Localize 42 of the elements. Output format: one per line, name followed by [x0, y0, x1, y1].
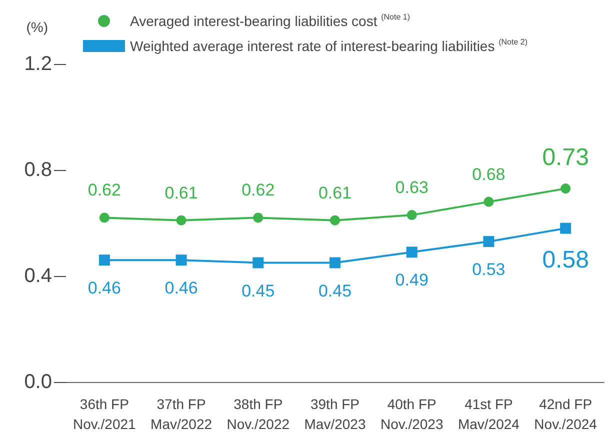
data-label: 0.45	[318, 281, 352, 300]
data-label: 0.53	[472, 260, 506, 280]
y-tick-label: 1.2	[24, 53, 52, 75]
y-tick-label: 0.4	[24, 265, 52, 287]
point	[484, 196, 494, 207]
y-axis-title: (%)	[26, 19, 48, 35]
data-label: 0.73	[542, 144, 589, 172]
point	[560, 184, 571, 194]
x-tick-label: 40th FP Nov./2023	[380, 396, 444, 432]
data-label: 0.62	[242, 180, 275, 200]
x-tick-label: 42nd FP Nov./2024	[534, 396, 598, 432]
point	[176, 215, 186, 226]
point	[330, 215, 340, 226]
data-label: 0.46	[88, 278, 121, 298]
y-tick-label: 0.0	[24, 371, 52, 393]
x-tick-label: 39th FP Mav/2023	[304, 396, 366, 432]
point	[406, 246, 418, 258]
data-label: 0.62	[88, 180, 121, 200]
point	[253, 212, 264, 223]
data-label: 0.61	[164, 183, 198, 202]
data-label: 0.49	[395, 270, 428, 290]
data-label: 0.61	[318, 183, 352, 202]
x-tick-label: 38th FP Nov./2022	[226, 396, 290, 432]
point	[330, 257, 340, 268]
x-tick-label: 41st FP Mav/2024	[458, 396, 520, 432]
point	[98, 254, 110, 266]
x-tick-label: 37th FP Mav/2022	[150, 396, 212, 432]
data-label: 0.68	[472, 164, 506, 184]
point	[176, 254, 187, 266]
data-label: 0.46	[164, 278, 198, 298]
point	[406, 210, 417, 220]
point	[99, 212, 110, 223]
x-tick-label: 36th FP Nov./2021	[73, 396, 136, 432]
legend-label: Weighted average interest rate of interest-bearing liabilities (Note 2)	[130, 38, 528, 54]
point	[483, 236, 494, 248]
data-label: 0.45	[242, 281, 275, 300]
point	[252, 257, 264, 268]
data-label: 0.63	[395, 178, 428, 198]
data-label: 0.58	[542, 246, 589, 274]
legend-label: Averaged interest-bearing liabilities cost (Note 1)	[130, 12, 410, 29]
y-tick-label: 0.8	[24, 159, 52, 181]
point	[560, 222, 572, 234]
